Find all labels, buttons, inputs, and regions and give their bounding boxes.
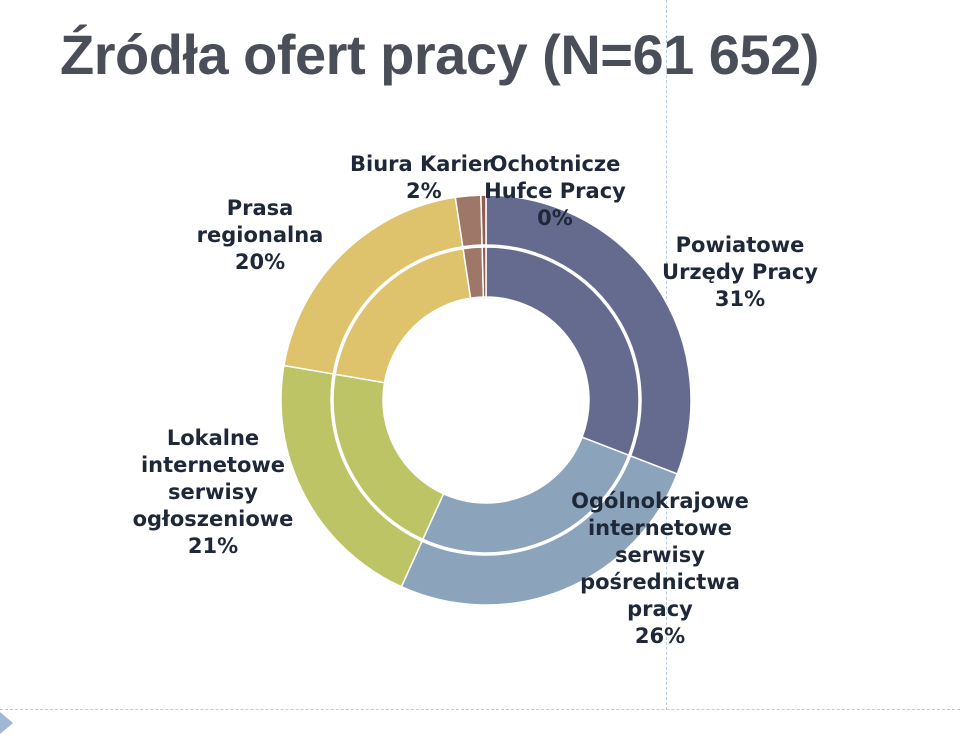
label-powiatowe-urzedy-pracy: Powiatowe Urzędy Pracy 31% bbox=[662, 233, 818, 311]
page-title: Źródła ofert pracy (N=61 652) bbox=[60, 23, 819, 86]
label-lokalne-serwisy: Lokalne internetowe serwisy ogłoszeniowe… bbox=[132, 426, 294, 558]
label-ochotnicze-hufce-pracy: Ochotnicze Hufce Pracy 0% bbox=[484, 152, 626, 230]
bullet-arrow-icon bbox=[0, 712, 13, 734]
horizontal-guide-line bbox=[0, 709, 960, 710]
label-prasa-regionalna: Prasa regionalna 20% bbox=[196, 196, 324, 274]
label-biura-karier: Biura Karier 2% bbox=[350, 152, 493, 203]
inner-slice-ochotnicze-hufce-pracy bbox=[481, 246, 487, 298]
outer-slice-powiatowe-urzedy-pracy bbox=[485, 194, 692, 475]
outer-slice-ochotnicze-hufce-pracy bbox=[480, 194, 487, 246]
inner-slice-ogolnokrajowe-internetowe-serwisy-posrednictwa-pracy bbox=[421, 436, 630, 554]
label-ogolnokrajowe-serwisy: Ogólnokrajowe internetowe serwisy pośred… bbox=[571, 489, 749, 648]
inner-slice-powiatowe-urzedy-pracy bbox=[485, 246, 640, 457]
